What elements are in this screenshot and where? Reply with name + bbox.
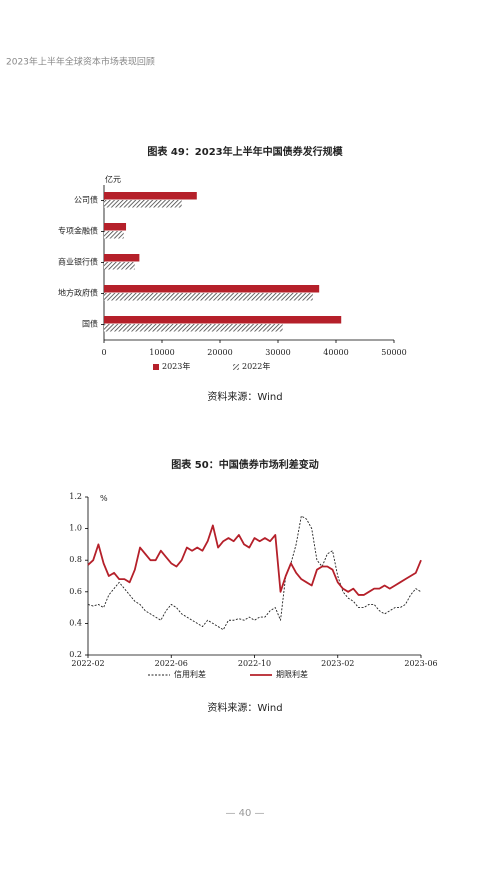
bar bbox=[104, 262, 135, 270]
x-tick-label: 2023-02 bbox=[321, 659, 354, 668]
legend-label: 2023年 bbox=[162, 361, 190, 371]
bar bbox=[104, 192, 197, 200]
bar bbox=[104, 316, 342, 324]
y-tick-label: 国债 bbox=[82, 319, 98, 329]
chart-title: 图表 50：中国债券市场利差变动 bbox=[171, 458, 318, 471]
y-tick-label: 1.2 bbox=[69, 492, 82, 501]
y-tick-label: 1.0 bbox=[69, 524, 82, 533]
y-tick-label: 0.8 bbox=[69, 555, 82, 564]
source: 资料来源：Wind bbox=[207, 701, 282, 714]
y-tick-label: 商业银行债 bbox=[58, 257, 98, 267]
line-series bbox=[87, 524, 422, 596]
legend-swatch bbox=[233, 364, 239, 370]
x-tick-label: 2022-02 bbox=[71, 659, 104, 668]
y-tick-label: 地方政府债 bbox=[58, 288, 98, 298]
bar bbox=[104, 293, 313, 301]
unit-label: % bbox=[100, 494, 108, 503]
x-tick-label: 2023-06 bbox=[404, 659, 437, 668]
unit-label: 亿元 bbox=[105, 174, 121, 184]
y-tick-label: 0.4 bbox=[69, 618, 82, 627]
y-tick-label: 0.2 bbox=[69, 650, 82, 659]
legend-label: 2022年 bbox=[242, 361, 270, 371]
x-tick-label: 50000 bbox=[381, 348, 406, 357]
x-tick-label: 30000 bbox=[265, 348, 290, 357]
x-tick-label: 0 bbox=[101, 348, 106, 357]
header-title: 2023年上半年全球资本市场表现回顾 bbox=[6, 56, 155, 68]
legend-label: 信用利差 bbox=[174, 669, 206, 679]
bar bbox=[104, 231, 124, 239]
y-tick-label: 公司债 bbox=[74, 195, 98, 205]
y-tick-label: 专项金融债 bbox=[58, 226, 98, 236]
bar bbox=[104, 254, 140, 262]
legend-swatch bbox=[153, 364, 159, 370]
source: 资料来源：Wind bbox=[207, 390, 282, 403]
x-tick-label: 2022-10 bbox=[238, 659, 271, 668]
chart-title: 图表 49：2023年上半年中国债券发行规模 bbox=[147, 145, 343, 158]
y-tick-label: 0.6 bbox=[69, 587, 82, 596]
legend-label: 期限利差 bbox=[276, 669, 308, 679]
bar bbox=[104, 200, 182, 208]
x-tick-label: 10000 bbox=[149, 348, 174, 357]
bar bbox=[104, 285, 320, 293]
bar bbox=[104, 324, 283, 332]
x-tick-label: 2022-06 bbox=[155, 659, 188, 668]
bar bbox=[104, 223, 127, 231]
x-tick-label: 40000 bbox=[323, 348, 348, 357]
x-tick-label: 20000 bbox=[207, 348, 232, 357]
line-series bbox=[87, 515, 422, 631]
page-number: — 40 — bbox=[225, 808, 264, 819]
